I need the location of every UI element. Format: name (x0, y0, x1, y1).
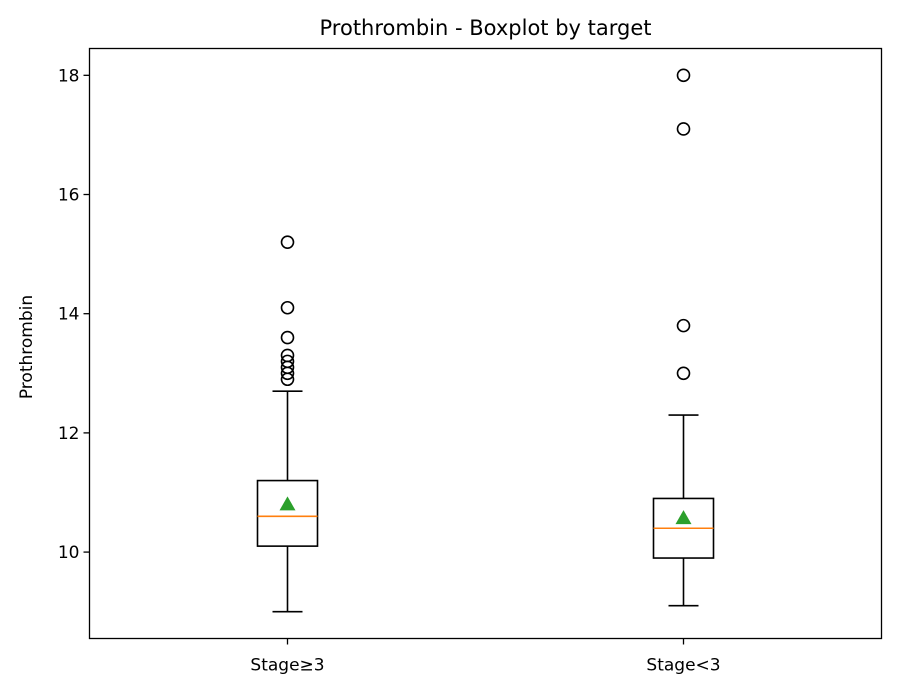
x-axis: Stage≥3 Stage<3 (250, 638, 721, 676)
y-tick-label: 18 (58, 66, 80, 86)
y-axis: 10 12 14 16 18 (58, 66, 90, 563)
y-axis-title: Prothrombin (17, 295, 37, 399)
mean-marker (279, 496, 296, 511)
outlier-point (676, 68, 691, 83)
outlier-point (280, 354, 295, 369)
outlier-point (676, 122, 691, 136)
outlier-point (280, 330, 295, 345)
chart-title: Prothrombin - Boxplot by target (320, 16, 652, 40)
y-tick-label: 12 (58, 424, 80, 444)
mean-marker (675, 510, 692, 525)
outlier-point (676, 318, 691, 333)
box-group (256, 235, 319, 613)
y-tick-label: 14 (58, 305, 80, 325)
outlier-point (280, 235, 295, 249)
outlier-point (280, 300, 295, 315)
iqr-box (256, 479, 319, 547)
y-tick-label: 10 (58, 543, 80, 563)
y-tick-label: 16 (58, 186, 80, 206)
outlier-point (280, 348, 295, 363)
box-group (652, 68, 715, 607)
outlier-point (676, 366, 691, 381)
plot-frame (88, 47, 883, 640)
plot-area (256, 68, 715, 613)
x-tick-label: Stage≥3 (250, 656, 324, 676)
x-tick-label: Stage<3 (646, 656, 720, 676)
